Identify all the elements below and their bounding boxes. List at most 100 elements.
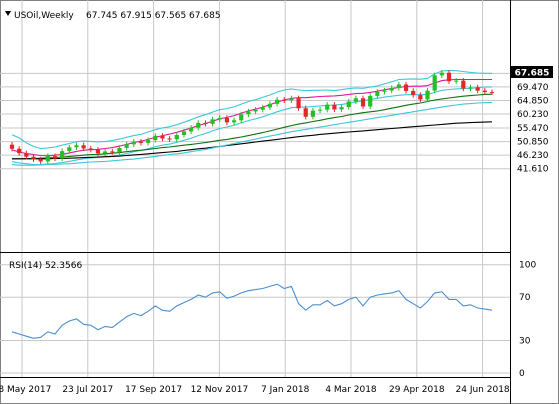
candle-body — [267, 103, 273, 108]
candle-body — [95, 149, 101, 154]
candle-body — [382, 90, 387, 92]
price-tick-label: 55.470 — [517, 124, 549, 134]
rsi-tick-label: 30 — [519, 337, 531, 347]
ma-slow-line — [12, 121, 493, 160]
candle-body — [353, 98, 358, 102]
price-tick-label: 41.610 — [517, 165, 549, 175]
candle-body — [296, 98, 301, 109]
rsi-tick-label: 70 — [519, 293, 531, 303]
candle-body — [253, 109, 258, 112]
candle-body — [368, 95, 373, 107]
candle-body — [67, 147, 72, 152]
candle-body — [310, 110, 315, 117]
candle-body — [174, 134, 179, 140]
candle-body — [346, 101, 351, 108]
candle-body — [189, 127, 194, 132]
candle-body — [403, 84, 409, 91]
candle-body — [454, 80, 459, 82]
candle-body — [303, 108, 308, 117]
price-tick-label: 69.470 — [517, 83, 549, 93]
candle-body — [81, 145, 86, 149]
candle-body — [260, 107, 265, 110]
rsi-line — [11, 283, 493, 339]
rsi-pane — [11, 283, 493, 339]
candle-body — [360, 98, 366, 107]
price-tick-label: 64.850 — [517, 96, 549, 106]
candle-body — [17, 148, 22, 154]
candle-body — [432, 75, 437, 91]
candle-body — [117, 147, 122, 153]
candle-body — [339, 107, 344, 110]
triangle-down-icon[interactable] — [5, 11, 11, 16]
ma-mid-line — [12, 93, 493, 160]
candle-body — [124, 144, 129, 148]
candle-body — [181, 131, 187, 135]
candle-body — [282, 99, 287, 101]
candlesticks — [9, 70, 495, 165]
time-tick-label: 7 Jan 2018 — [261, 385, 309, 395]
candle-body — [246, 111, 251, 115]
candle-body — [52, 156, 58, 159]
rsi-tick-label: 0 — [519, 369, 525, 379]
candle-body — [375, 91, 380, 96]
candle-body — [475, 87, 480, 91]
candle-body — [389, 87, 394, 91]
candle-body — [160, 135, 165, 139]
candle-body — [167, 138, 172, 140]
candle-body — [38, 159, 43, 162]
time-tick-label: 23 Jul 2017 — [62, 385, 113, 395]
ohlc-readout: 67.745 67.915 67.565 67.685 — [86, 11, 221, 21]
candle-body — [88, 148, 93, 150]
current-price-marker: 67.685 — [511, 66, 553, 79]
price-tick-label: 50.850 — [517, 138, 549, 148]
candle-body — [446, 72, 452, 82]
time-tick-label: 29 Apr 2018 — [389, 385, 445, 395]
candle-body — [239, 114, 244, 121]
candle-body — [411, 90, 416, 96]
rsi-axis-labels: 100 70 30 0 — [519, 261, 536, 379]
symbol-label: USOil,Weekly — [14, 11, 74, 21]
candle-body — [153, 135, 158, 140]
current-price-label: 67.685 — [515, 69, 550, 79]
candle-body — [396, 84, 401, 88]
price-tick-label: 60.230 — [517, 110, 549, 120]
candle-body — [138, 141, 144, 143]
candle-body — [31, 156, 36, 160]
candle-body — [317, 109, 323, 111]
time-tick-label: 12 Nov 2017 — [191, 385, 249, 395]
candle-body — [203, 122, 208, 124]
price-tick-label: 46.230 — [517, 151, 549, 161]
time-tick-label: 28 May 2017 — [0, 385, 51, 395]
candle-body — [274, 99, 280, 104]
rsi-tick-label: 100 — [519, 261, 536, 271]
candle-body — [482, 90, 487, 93]
outer-band-line — [11, 101, 493, 166]
candle-body — [103, 151, 108, 154]
candle-body — [24, 153, 29, 157]
candle-body — [110, 151, 115, 153]
candle-body — [332, 104, 337, 110]
candle-body — [289, 98, 294, 101]
candle-body — [468, 87, 473, 89]
candle-body — [74, 145, 79, 148]
time-tick-label: 17 Sep 2017 — [125, 385, 182, 395]
candle-body — [224, 117, 230, 123]
candle-body — [489, 92, 495, 94]
time-tick-label: 4 Mar 2018 — [325, 385, 377, 395]
bollinger-upper-line — [11, 69, 492, 150]
candle-body — [196, 122, 201, 128]
time-axis-labels: 28 May 2017 23 Jul 2017 17 Sep 2017 12 Nov … — [0, 385, 510, 395]
time-tick-label: 24 Jun 2018 — [456, 385, 510, 395]
candle-body — [439, 72, 444, 76]
current-price-box — [511, 66, 553, 78]
candle-body — [60, 151, 65, 159]
candle-body — [325, 104, 330, 110]
candle-body — [231, 120, 237, 123]
candle-body — [217, 117, 222, 120]
candle-body — [146, 139, 151, 143]
rsi-header-label: RSI(14) 52.3566 — [9, 261, 82, 271]
candle-body — [210, 119, 215, 124]
candle-body — [131, 141, 136, 145]
